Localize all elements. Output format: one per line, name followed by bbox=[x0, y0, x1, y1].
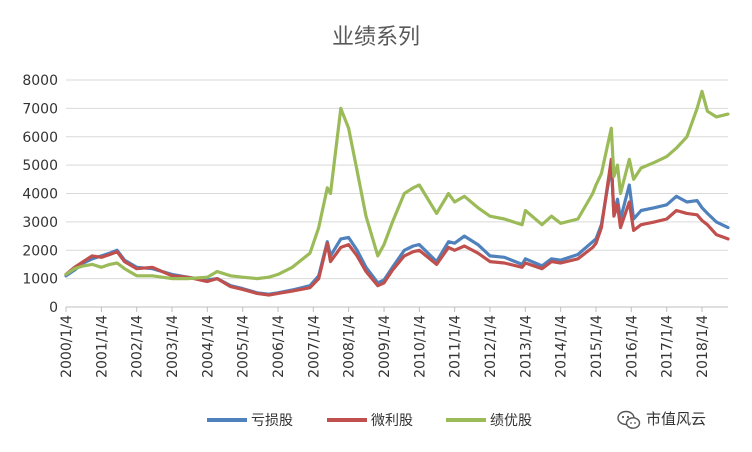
y-tick-label: 8000 bbox=[22, 73, 58, 89]
y-tick-label: 5000 bbox=[22, 158, 58, 174]
series-line-0 bbox=[64, 163, 730, 296]
chart-title: 业绩系列 bbox=[332, 25, 420, 50]
x-tick-label: 2013/1/4 bbox=[518, 315, 534, 378]
y-tick-label: 2000 bbox=[22, 243, 58, 259]
x-tick-label: 2002/1/4 bbox=[130, 315, 146, 378]
y-axis-ticks: 0 1000 2000 3000 4000 5000 6000 7000 8000 bbox=[22, 73, 58, 316]
watermark-text: 市值风云 bbox=[646, 410, 706, 428]
series-line-1 bbox=[64, 157, 730, 297]
watermark: 市值风云 bbox=[617, 410, 706, 429]
x-tick-label: 2003/1/4 bbox=[165, 315, 181, 378]
y-tick-label: 0 bbox=[49, 300, 58, 316]
legend: 亏损股 微利股 绩优股 bbox=[207, 413, 532, 429]
x-tick-label: 2000/1/4 bbox=[59, 315, 75, 378]
x-tick-label: 2010/1/4 bbox=[412, 315, 428, 378]
series-lines bbox=[64, 89, 730, 297]
legend-label-2: 绩优股 bbox=[490, 413, 532, 429]
legend-label-1: 微利股 bbox=[371, 413, 413, 429]
y-tick-label: 7000 bbox=[22, 101, 58, 117]
x-tick-label: 2004/1/4 bbox=[200, 315, 216, 378]
x-tick-label: 2001/1/4 bbox=[94, 315, 110, 378]
y-tick-label: 6000 bbox=[22, 130, 58, 146]
x-tick-label: 2012/1/4 bbox=[483, 315, 499, 378]
y-tick-label: 3000 bbox=[22, 215, 58, 231]
x-tick-label: 2009/1/4 bbox=[377, 315, 393, 378]
x-tick-label: 2018/1/4 bbox=[695, 315, 711, 378]
x-tick-label: 2015/1/4 bbox=[589, 315, 605, 378]
series-line-2 bbox=[64, 89, 730, 281]
x-tick-label: 2008/1/4 bbox=[342, 315, 358, 378]
x-axis-ticks: 2000/1/4 2001/1/4 2002/1/4 2003/1/4 2004/1/4… bbox=[59, 307, 711, 378]
x-tick-label: 2017/1/4 bbox=[660, 315, 676, 378]
legend-label-0: 亏损股 bbox=[251, 413, 293, 429]
x-tick-label: 2016/1/4 bbox=[624, 315, 640, 378]
y-tick-label: 4000 bbox=[22, 187, 58, 203]
x-tick-label: 2011/1/4 bbox=[448, 315, 464, 378]
x-tick-label: 2005/1/4 bbox=[236, 315, 252, 378]
y-tick-label: 1000 bbox=[22, 272, 58, 288]
x-tick-label: 2014/1/4 bbox=[554, 315, 570, 378]
wechat-icon bbox=[617, 410, 641, 429]
x-tick-label: 2006/1/4 bbox=[271, 315, 287, 378]
x-tick-label: 2007/1/4 bbox=[306, 315, 322, 378]
